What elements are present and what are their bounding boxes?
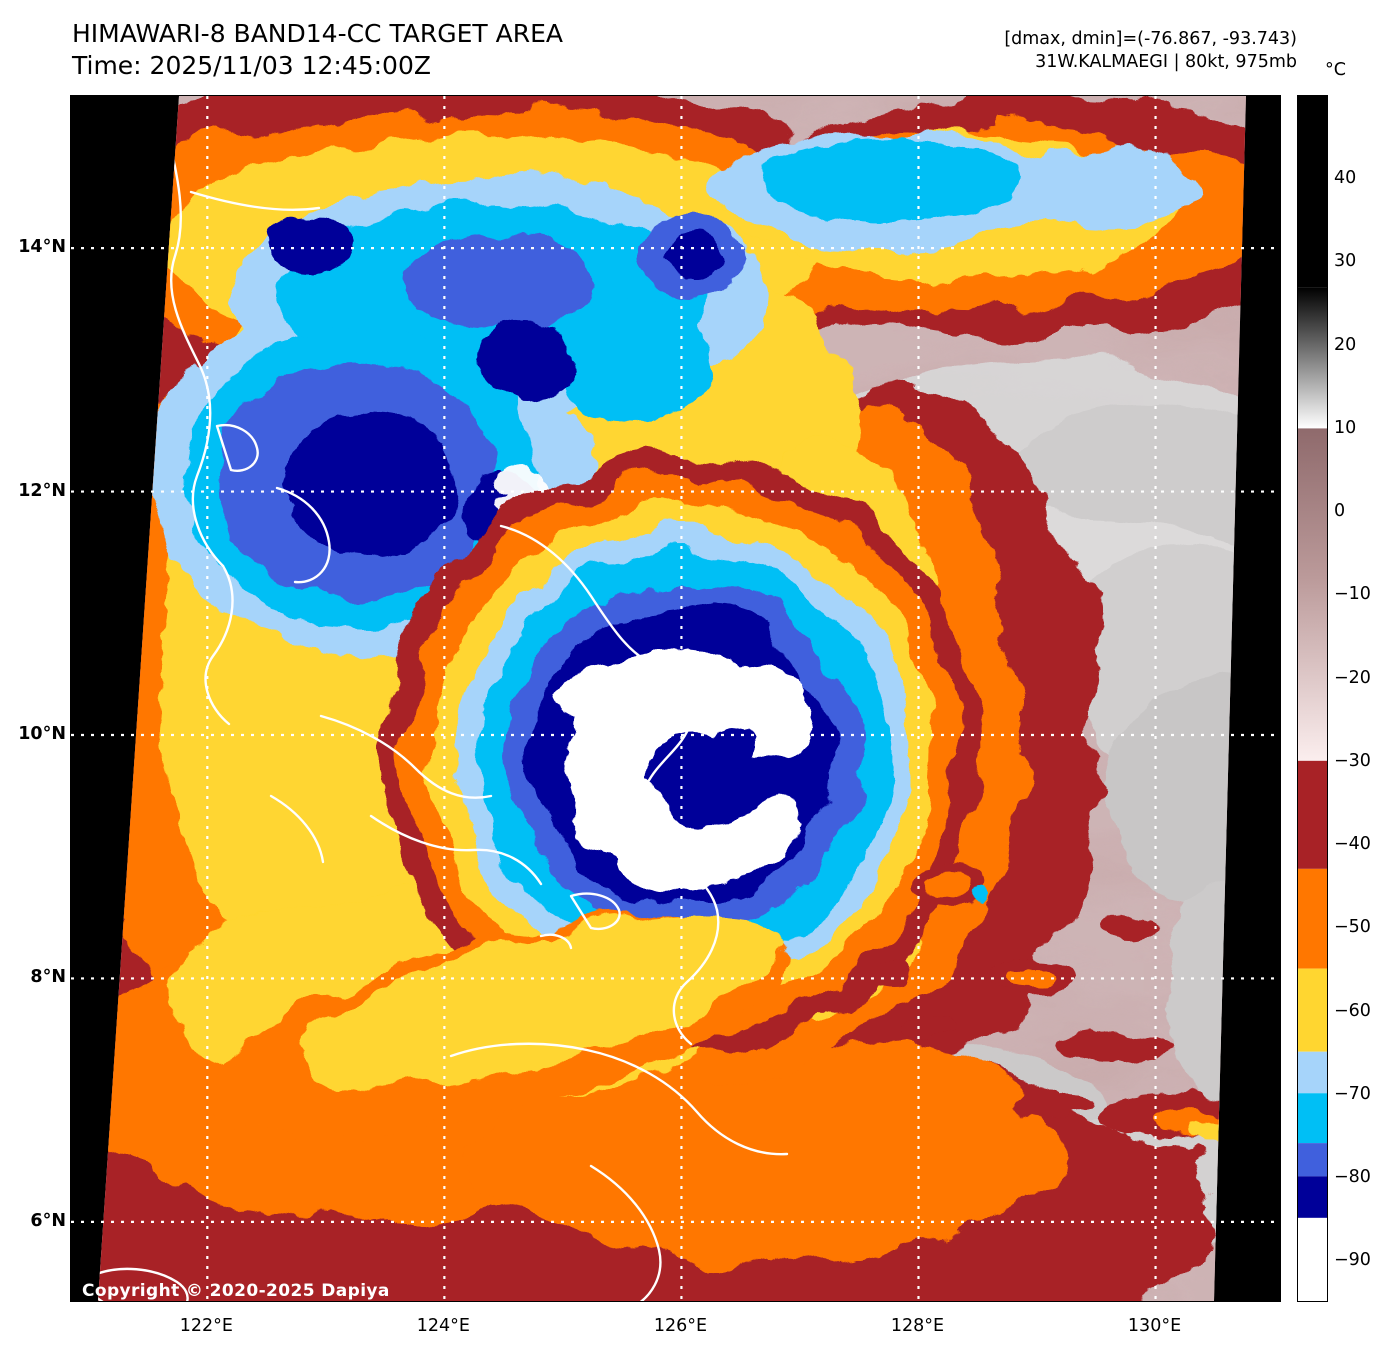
colorbar-band-gray-ramp [1298, 287, 1327, 429]
colorbar [1297, 95, 1328, 1302]
colorbar-tick--40: −40 [1334, 834, 1371, 855]
header-left-block: HIMAWARI-8 BAND14-CC TARGET AREA Time: 2… [72, 18, 563, 81]
colorbar-tick--10: −10 [1334, 584, 1371, 605]
storm-eye [671, 728, 757, 794]
header-right-block: [dmax, dmin]=(-76.867, -93.743) 31W.KALM… [1004, 28, 1297, 74]
colorbar-tick-0: 0 [1334, 501, 1346, 522]
colorbar-tick--30: −30 [1334, 750, 1371, 771]
coastline-overlay [98, 112, 789, 1301]
timestamp-line: Time: 2025/11/03 12:45:00Z [72, 50, 431, 80]
spiral-band-sw [209, 915, 793, 1136]
colorbar-tick--80: −80 [1334, 1167, 1371, 1188]
colorbar-tick--20: −20 [1334, 667, 1371, 688]
x-axis-tick-130: 130°E [1127, 1316, 1182, 1336]
colorbar-tick--60: −60 [1334, 1000, 1371, 1021]
colorbar-band-navy [1298, 1176, 1327, 1218]
x-axis-tick-124: 124°E [416, 1316, 470, 1336]
y-axis-tick-6: 6°N [30, 1210, 66, 1231]
y-axis-tick-8: 8°N [30, 967, 66, 988]
graticule-gridlines [71, 96, 1280, 1301]
colorbar-band-orange [1298, 868, 1327, 969]
coldest-overshoot-tops [559, 652, 817, 890]
page-title: HIMAWARI-8 BAND14-CC TARGET AREA [72, 19, 564, 48]
y-axis-tick-12: 12°N [18, 480, 66, 501]
y-axis-tick-10: 10°N [18, 724, 66, 744]
satellite-image-panel [70, 95, 1281, 1302]
copyright-notice: Copyright © 2020-2025 Dapiya [82, 1281, 390, 1301]
colorbar-tick-40: 40 [1334, 168, 1357, 189]
satellite-infrared-image [71, 96, 1280, 1301]
colorbar-band-dark-red [1298, 760, 1327, 869]
colorbar-band-mauve-ramp [1298, 428, 1327, 761]
colorbar-band-white-coldest [1298, 1217, 1327, 1301]
colorbar-band-black-hot [1298, 96, 1327, 288]
colorbar-tick-10: 10 [1334, 417, 1357, 438]
colorbar-tick-20: 20 [1334, 334, 1357, 355]
colorbar-band-yellow [1298, 968, 1327, 1052]
colorbar-unit-label: °C [1325, 60, 1346, 80]
x-axis-tick-128: 128°E [890, 1316, 945, 1336]
x-axis-tick-126: 126°E [653, 1316, 708, 1336]
dmax-dmin-label: [dmax, dmin]=(-76.867, -93.743) [1004, 29, 1297, 49]
colorbar-band-cyan [1298, 1093, 1327, 1144]
typhoon-kalmaegi [383, 456, 983, 1056]
y-axis-tick-14: 14°N [18, 237, 66, 258]
convective-cells-se [871, 866, 1241, 1138]
colorbar-tick--70: −70 [1334, 1083, 1371, 1104]
colorbar-tick--50: −50 [1334, 917, 1371, 938]
colorbar-band-royal-blue [1298, 1143, 1327, 1177]
swath-content [98, 96, 1246, 1301]
x-axis-tick-122: 122°E [179, 1316, 233, 1336]
storm-info-label: 31W.KALMAEGI | 80kt, 975mb [1035, 51, 1297, 72]
colorbar-tick--90: −90 [1334, 1250, 1371, 1271]
colorbar-band-light-blue [1298, 1051, 1327, 1094]
colorbar-gradient [1298, 96, 1327, 1301]
colorbar-tick-30: 30 [1334, 251, 1357, 272]
